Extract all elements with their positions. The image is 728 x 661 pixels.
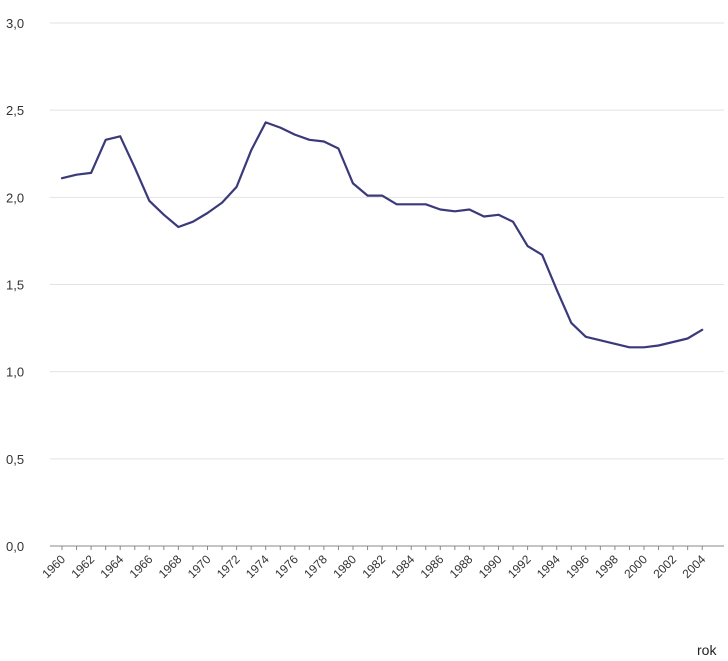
grid-lines (50, 22, 724, 460)
x-tick-label: 1968 (156, 552, 185, 581)
x-tick-label: 1980 (330, 552, 359, 581)
x-tick-label: 1966 (127, 552, 156, 581)
x-tick-label: 2004 (680, 552, 709, 581)
x-tick-label: 1972 (214, 552, 243, 581)
x-tick-label: 1998 (592, 552, 621, 581)
y-tick-label: 2,5 (6, 103, 24, 118)
x-tick-label: 1990 (476, 552, 505, 581)
x-tick-label: 1984 (389, 552, 418, 581)
x-tick-label: 1988 (447, 552, 476, 581)
x-tick-label: 1978 (301, 552, 330, 581)
y-tick-label: 1,0 (6, 365, 24, 380)
x-tick-label: 1976 (272, 552, 301, 581)
x-axis-title: rok (697, 642, 717, 658)
y-axis-tick-labels: 0,0 0,5 1,0 1,5 2,0 2,5 3,0 (6, 16, 24, 554)
x-tick-label: 2000 (621, 552, 650, 581)
x-tick-label: 1992 (505, 552, 534, 581)
x-tick-label: 2002 (650, 552, 679, 581)
x-tick-label: 1982 (359, 552, 388, 581)
x-tick-label: 1960 (39, 552, 68, 581)
x-axis-tick-labels: 1960 1962 1964 1966 1968 1970 1972 1974 1976 1978… (39, 552, 708, 581)
x-tick-label: 1994 (534, 552, 563, 581)
x-tick-label: 1996 (563, 552, 592, 581)
x-tick-label: 1962 (68, 552, 97, 581)
x-axis-ticks (61, 546, 703, 550)
x-tick-label: 1970 (185, 552, 214, 581)
y-tick-label: 0,0 (6, 539, 24, 554)
series-line-0 (60, 121, 704, 349)
x-tick-label: 1986 (418, 552, 447, 581)
x-tick-label: 1974 (243, 552, 272, 581)
y-tick-label: 2,0 (6, 190, 24, 205)
y-tick-label: 0,5 (6, 452, 24, 467)
x-tick-label: 1964 (98, 552, 127, 581)
series-lines (60, 121, 704, 349)
y-tick-label: 1,5 (6, 278, 24, 293)
y-tick-label: 3,0 (6, 16, 24, 31)
